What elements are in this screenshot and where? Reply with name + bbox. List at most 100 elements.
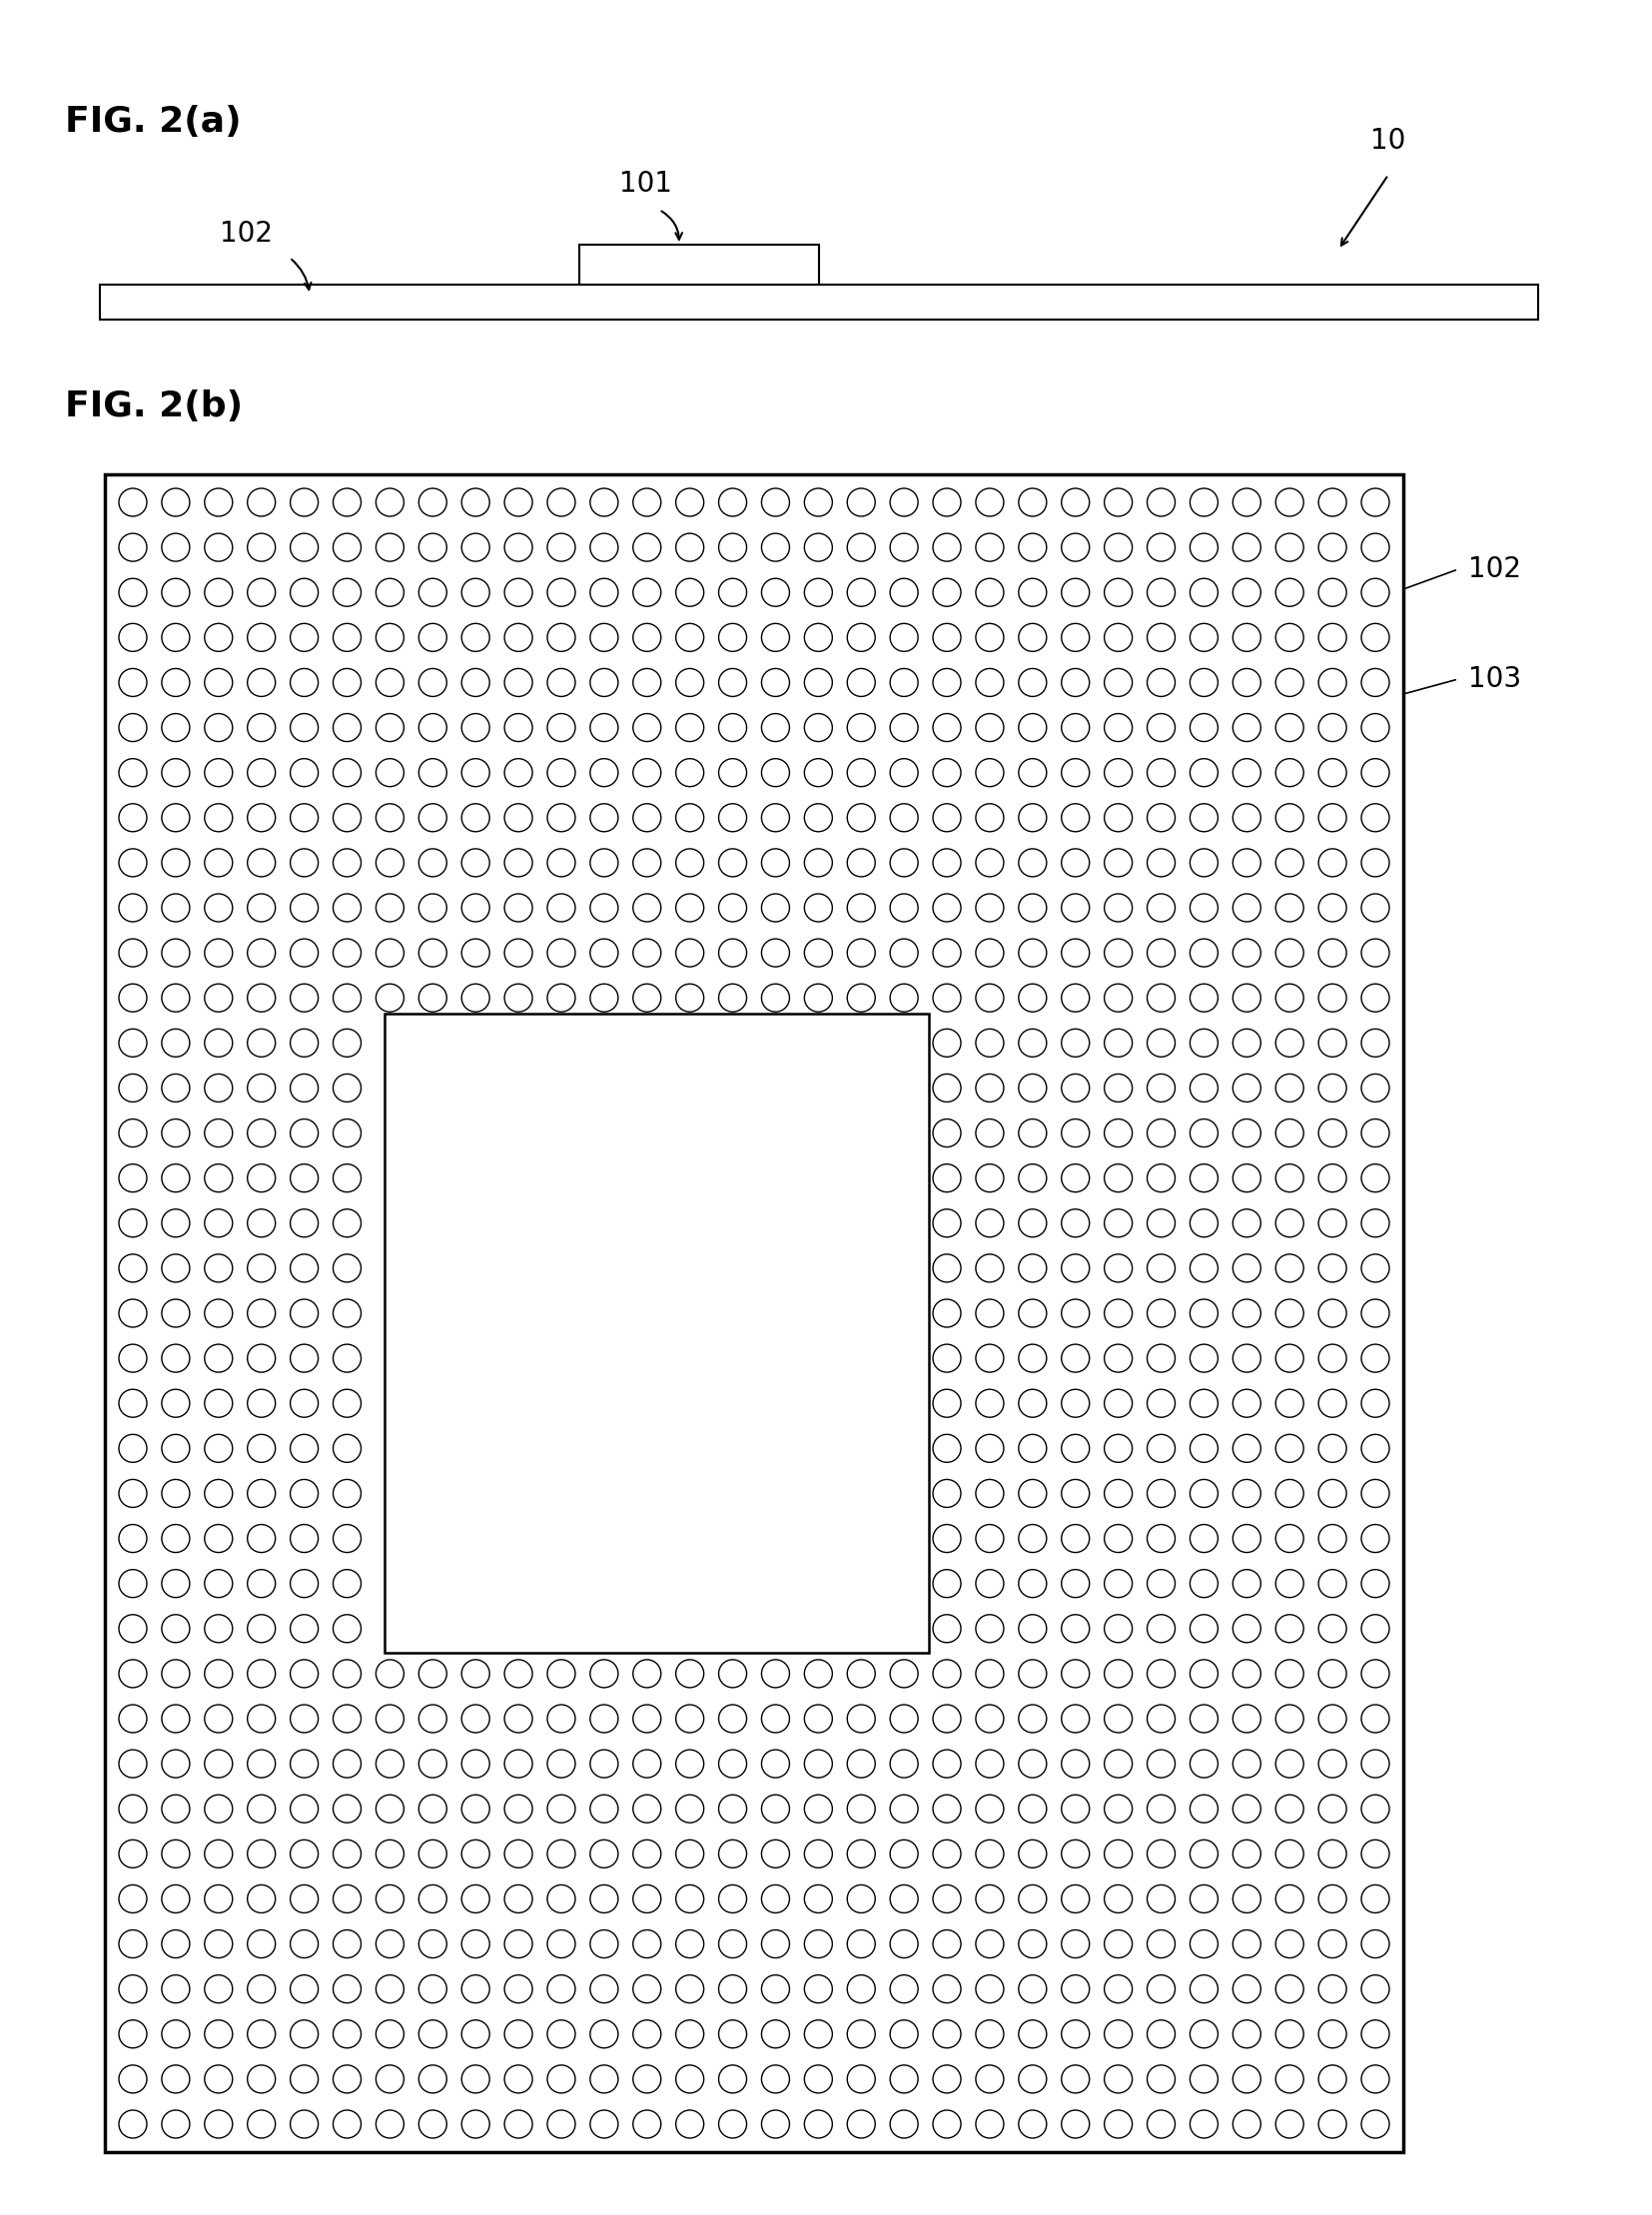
Circle shape — [847, 578, 876, 607]
Circle shape — [633, 2020, 661, 2049]
Circle shape — [461, 1976, 489, 2002]
Circle shape — [890, 895, 919, 921]
Circle shape — [248, 1119, 276, 1147]
Circle shape — [1019, 578, 1047, 607]
Circle shape — [377, 983, 403, 1012]
Circle shape — [933, 578, 961, 607]
Circle shape — [291, 534, 319, 560]
Circle shape — [119, 939, 147, 966]
Circle shape — [1019, 1659, 1047, 1688]
Circle shape — [248, 487, 276, 516]
Circle shape — [1104, 1976, 1132, 2002]
Circle shape — [1189, 1480, 1218, 1508]
Circle shape — [933, 1570, 961, 1597]
Circle shape — [890, 2020, 919, 2049]
Circle shape — [976, 1794, 1004, 1823]
Circle shape — [976, 578, 1004, 607]
Circle shape — [1318, 1300, 1346, 1327]
Circle shape — [291, 1074, 319, 1101]
Circle shape — [805, 1976, 833, 2002]
Circle shape — [933, 1706, 961, 1732]
Circle shape — [248, 1570, 276, 1597]
Circle shape — [162, 1524, 190, 1553]
Circle shape — [334, 1435, 362, 1462]
Circle shape — [590, 669, 618, 696]
Circle shape — [1232, 1435, 1260, 1462]
Circle shape — [933, 1615, 961, 1644]
Circle shape — [1318, 1435, 1346, 1462]
Bar — [385, 1014, 928, 1652]
Circle shape — [1146, 1885, 1175, 1914]
Circle shape — [633, 622, 661, 651]
Circle shape — [334, 1165, 362, 1192]
Circle shape — [205, 1929, 233, 1958]
Circle shape — [162, 1030, 190, 1057]
Circle shape — [461, 2020, 489, 2049]
Circle shape — [205, 1659, 233, 1688]
Circle shape — [1104, 1165, 1132, 1192]
Circle shape — [1189, 1435, 1218, 1462]
Circle shape — [1104, 2064, 1132, 2093]
Circle shape — [334, 534, 362, 560]
Circle shape — [762, 1929, 790, 1958]
Circle shape — [248, 713, 276, 742]
Circle shape — [291, 2020, 319, 2049]
Circle shape — [1275, 1254, 1303, 1282]
Circle shape — [1318, 895, 1346, 921]
Circle shape — [1275, 1209, 1303, 1238]
Circle shape — [547, 1706, 575, 1732]
Circle shape — [547, 669, 575, 696]
Circle shape — [1232, 895, 1260, 921]
Circle shape — [719, 713, 747, 742]
Circle shape — [334, 983, 362, 1012]
Circle shape — [1361, 1119, 1389, 1147]
Circle shape — [1062, 983, 1089, 1012]
Circle shape — [890, 1794, 919, 1823]
Circle shape — [1062, 622, 1089, 651]
Circle shape — [1146, 1074, 1175, 1101]
Circle shape — [1361, 1435, 1389, 1462]
Circle shape — [1361, 1570, 1389, 1597]
Circle shape — [805, 848, 833, 877]
Circle shape — [976, 1030, 1004, 1057]
Circle shape — [418, 669, 446, 696]
Circle shape — [418, 1841, 446, 1867]
Circle shape — [1361, 622, 1389, 651]
Circle shape — [205, 1570, 233, 1597]
Circle shape — [1146, 2020, 1175, 2049]
Circle shape — [590, 622, 618, 651]
Circle shape — [676, 939, 704, 966]
Circle shape — [205, 1615, 233, 1644]
Circle shape — [119, 1659, 147, 1688]
Circle shape — [762, 1885, 790, 1914]
Circle shape — [1104, 1345, 1132, 1373]
Circle shape — [1104, 1885, 1132, 1914]
Circle shape — [205, 534, 233, 560]
Circle shape — [1189, 1119, 1218, 1147]
Circle shape — [1318, 669, 1346, 696]
Circle shape — [1318, 1659, 1346, 1688]
Circle shape — [504, 1706, 532, 1732]
Circle shape — [676, 1659, 704, 1688]
Circle shape — [1275, 1706, 1303, 1732]
Circle shape — [933, 2020, 961, 2049]
Circle shape — [291, 2111, 319, 2137]
Circle shape — [162, 1254, 190, 1282]
Circle shape — [1361, 1300, 1389, 1327]
Circle shape — [933, 669, 961, 696]
Circle shape — [1361, 1030, 1389, 1057]
Circle shape — [248, 1750, 276, 1779]
Circle shape — [547, 2064, 575, 2093]
Circle shape — [248, 1345, 276, 1373]
Circle shape — [1232, 578, 1260, 607]
Circle shape — [1275, 1119, 1303, 1147]
Circle shape — [890, 487, 919, 516]
Circle shape — [676, 1794, 704, 1823]
Circle shape — [205, 1345, 233, 1373]
Circle shape — [847, 487, 876, 516]
Circle shape — [334, 939, 362, 966]
Text: 10: 10 — [1371, 126, 1406, 155]
Circle shape — [461, 983, 489, 1012]
Circle shape — [248, 1480, 276, 1508]
Circle shape — [119, 2020, 147, 2049]
